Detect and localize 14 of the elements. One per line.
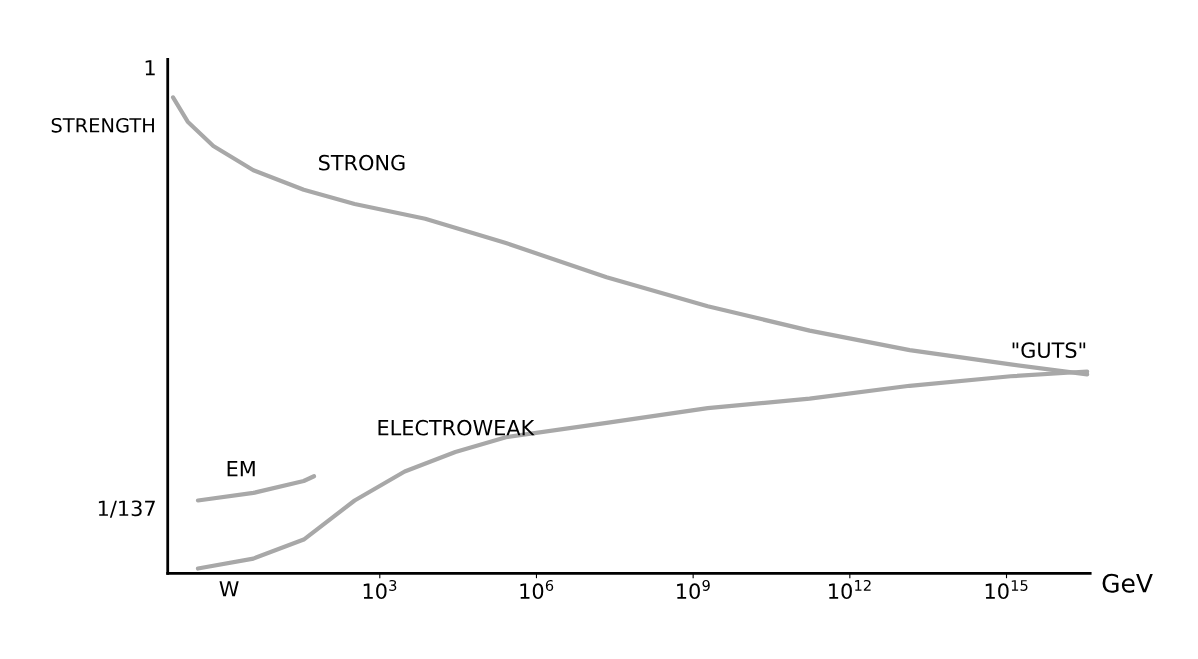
x-tick-label: 10$^{9}$ [677,579,710,600]
x-tick-label: 10$^{3}$ [363,579,397,600]
series-label: STRONG [319,154,405,171]
text: 1/137 [98,500,155,518]
x-axis-title: GeV [1102,573,1153,593]
y-axis-title: STRENGTH [51,117,154,133]
text: 1 [145,60,155,76]
series-label: EM [227,461,255,477]
x-tick-label: 10$^{6}$ [520,579,554,600]
annotation: ELECTROWEAK [378,419,535,436]
x-tick-label: 10$^{15}$ [985,580,1028,600]
series-label: W [219,581,239,597]
annotation: "GUTS" [1012,342,1086,359]
x-tick-label: 10$^{12}$ [829,579,871,600]
